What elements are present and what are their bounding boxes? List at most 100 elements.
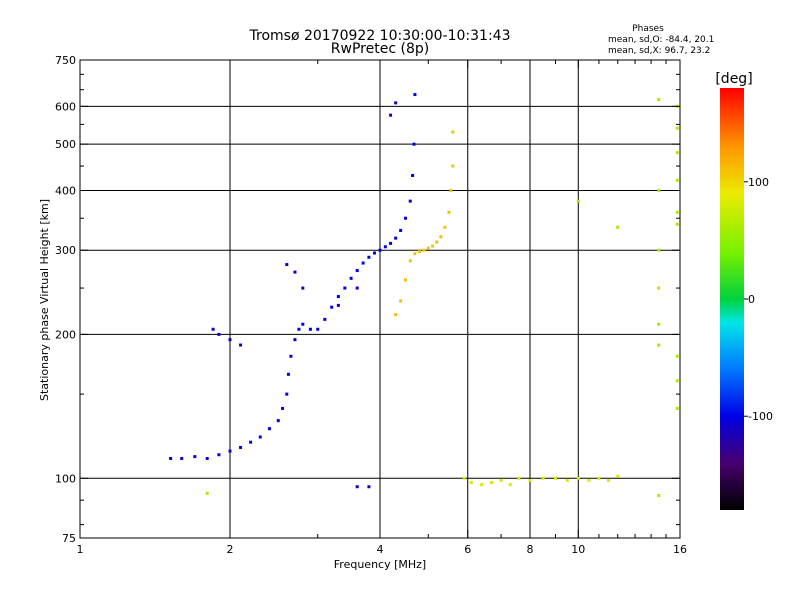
series-4-point: [657, 494, 661, 498]
series-4-point: [675, 406, 679, 410]
series-3-point: [490, 480, 494, 484]
y-tick-label: 500: [55, 138, 76, 151]
series-0-point: [361, 261, 365, 265]
series-1-point: [239, 343, 243, 347]
colorbar: 100 0 -100: [720, 88, 773, 510]
x-axis-label: Frequency [MHz]: [334, 558, 426, 571]
series-4-point: [675, 178, 679, 182]
series-2-point: [449, 188, 453, 192]
series-3-point: [553, 476, 557, 480]
series-4-point: [675, 222, 679, 226]
series-1-point: [285, 263, 289, 267]
series-0-point: [289, 354, 293, 358]
series-2-point: [451, 130, 455, 134]
series-0-point: [330, 305, 334, 309]
series-1-point: [217, 332, 221, 336]
series-0-point: [394, 236, 398, 240]
series-3-point: [462, 476, 466, 480]
series-4-point: [675, 379, 679, 383]
series-2-point: [422, 248, 426, 252]
series-0-point: [239, 445, 243, 449]
y-axis-label: Stationary phase Virtual Height [km]: [38, 199, 51, 401]
series-3-point: [517, 476, 521, 480]
series-4-point: [576, 199, 580, 203]
series-0-point: [301, 322, 305, 326]
series-2-point: [408, 259, 412, 263]
y-tick-label: 300: [55, 244, 76, 257]
stats-line-o: mean, sd,O: -84.4, 20.1: [608, 35, 714, 45]
series-0-point: [349, 276, 353, 280]
series-0-point: [297, 327, 301, 331]
series-0-point: [367, 255, 371, 259]
series-2-point: [447, 210, 451, 214]
series-1-point: [301, 286, 305, 290]
y-tick-label: 100: [55, 472, 76, 485]
series-0-point: [193, 455, 197, 459]
series-2-point: [439, 235, 443, 239]
series-2-point: [451, 164, 455, 168]
series-1-point: [389, 113, 393, 117]
stats-line-x: mean, sd,X: 96.7, 23.2: [608, 46, 710, 56]
chart-title-line1: Tromsø 20170922 10:30:00-10:31:43: [249, 28, 511, 44]
series-4-point: [657, 248, 661, 252]
series-2-point: [431, 244, 435, 248]
x-tick-label: 10: [571, 543, 585, 556]
series-0-point: [343, 286, 347, 290]
series-2-point: [435, 240, 439, 244]
x-tick-label: 16: [673, 543, 687, 556]
grid: [80, 60, 680, 538]
series-1-point: [228, 338, 232, 342]
y-tick-label: 400: [55, 184, 76, 197]
series-0-point: [412, 142, 416, 146]
series-0-point: [249, 440, 253, 444]
series-4-point: [675, 126, 679, 130]
series-4-point: [616, 225, 620, 229]
series-0-point: [316, 327, 320, 331]
series-0-point: [169, 456, 173, 460]
x-tick-label: 2: [227, 543, 234, 556]
series-2-point: [417, 250, 421, 254]
series-4-point: [675, 151, 679, 155]
series-0-point: [336, 295, 340, 299]
series-0-point: [413, 93, 417, 97]
series-0-point: [403, 216, 407, 220]
x-tick-label: 6: [464, 543, 471, 556]
y-tick-label: 200: [55, 328, 76, 341]
series-3-point: [576, 476, 580, 480]
series-0-point: [399, 228, 403, 232]
series-0-point: [286, 372, 290, 376]
x-tick-label: 1: [77, 543, 84, 556]
series-1-point: [355, 286, 359, 290]
series-2-point: [443, 225, 447, 229]
series-4-point: [657, 322, 661, 326]
series-2-point: [394, 313, 398, 317]
series-2-point: [403, 278, 407, 282]
colorbar-tick-label: -100: [748, 410, 773, 423]
series-0-point: [217, 453, 221, 457]
stats-heading: Phases: [632, 24, 664, 34]
series-4-point: [657, 343, 661, 347]
series-0-point: [228, 449, 232, 453]
data-points: [169, 93, 679, 498]
axis-ticks: 1 2 4 6 8 10 16 75 100 200 300 400 500 600 750: [55, 54, 687, 556]
colorbar-label: [deg]: [715, 71, 752, 87]
series-0-point: [408, 199, 412, 203]
x-tick-label: 4: [377, 543, 384, 556]
series-0-point: [373, 251, 377, 255]
series-0-point: [258, 435, 262, 439]
series-0-point: [389, 241, 393, 245]
series-3-point: [616, 474, 620, 478]
series-0-point: [285, 392, 289, 396]
series-1-point: [293, 270, 297, 274]
series-4-point: [657, 286, 661, 290]
series-0-point: [323, 317, 327, 321]
series-0-point: [411, 173, 415, 177]
series-3-point: [469, 480, 473, 484]
y-tick-label: 75: [62, 532, 76, 545]
series-0-point: [293, 338, 297, 342]
series-4-point: [205, 491, 209, 495]
series-4-point: [675, 210, 679, 214]
series-0-point: [205, 456, 209, 460]
series-1-point: [367, 485, 371, 489]
